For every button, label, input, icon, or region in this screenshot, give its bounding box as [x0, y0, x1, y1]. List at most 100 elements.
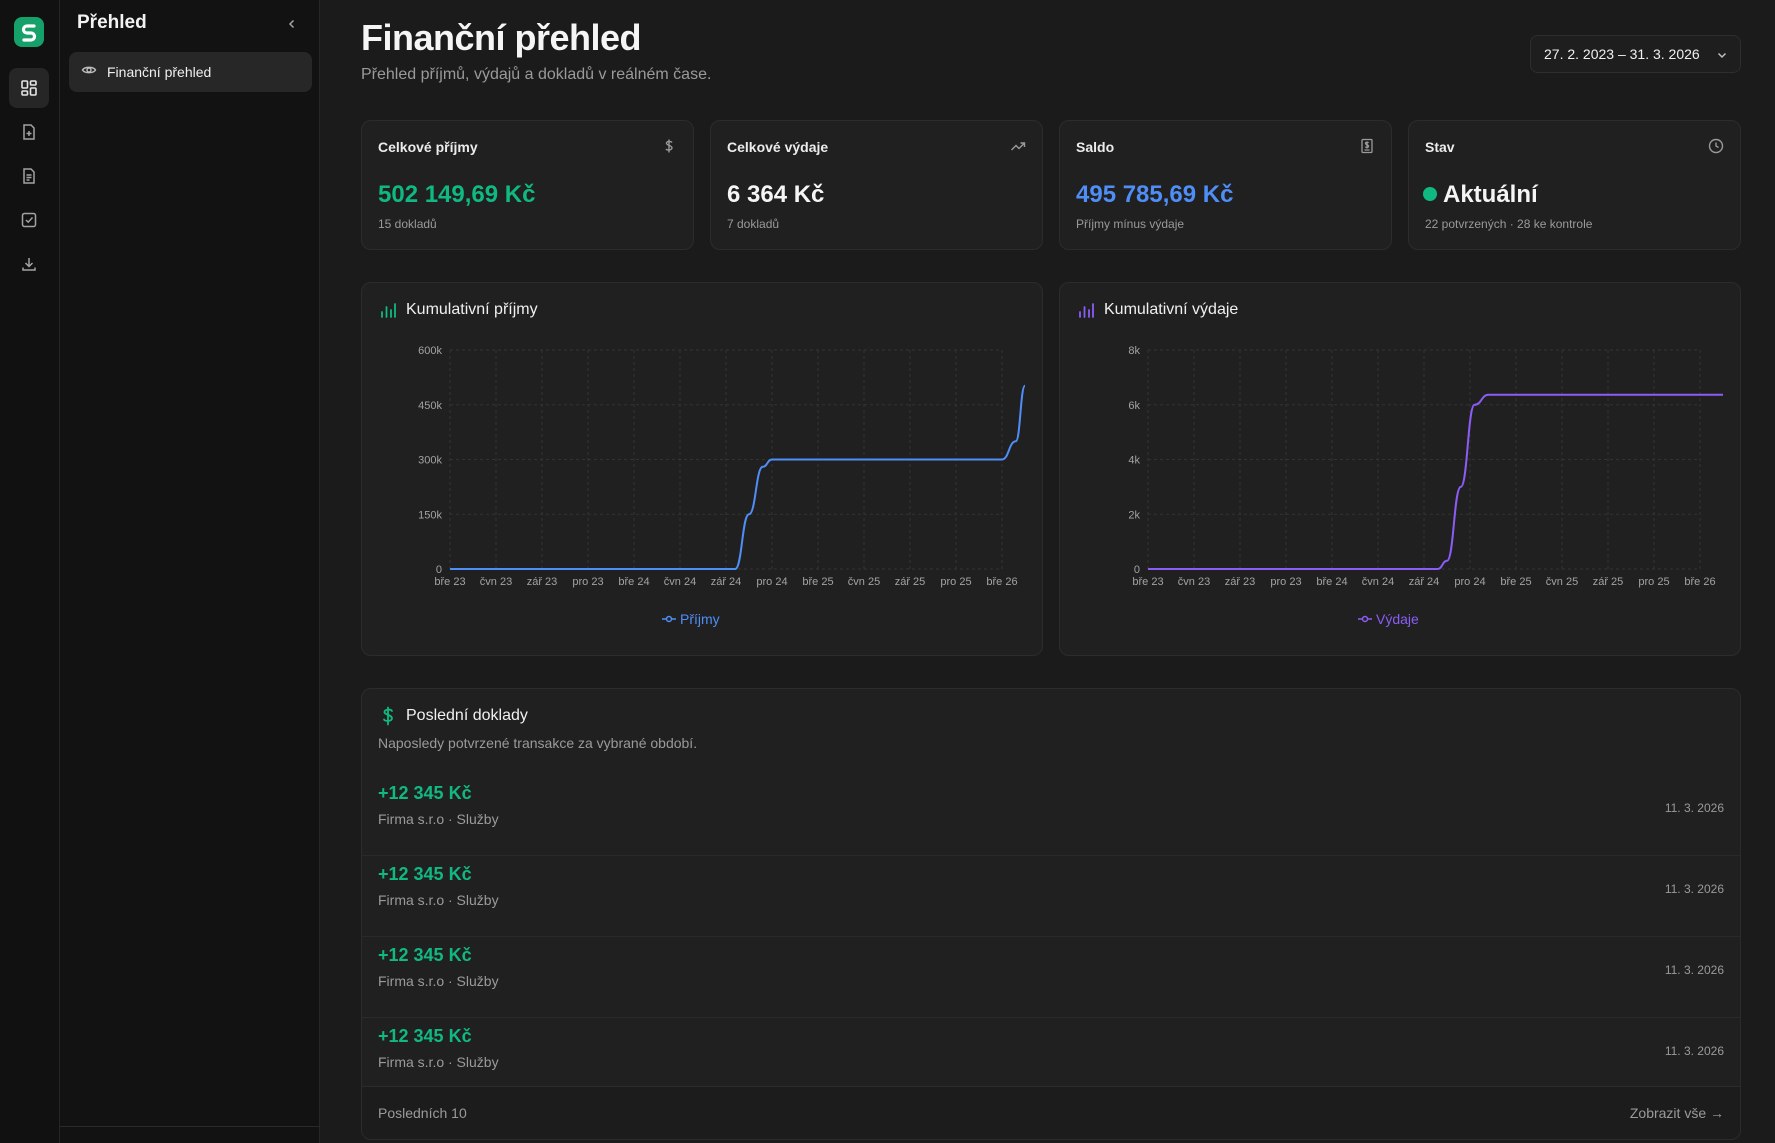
transaction-row[interactable]: +12 345 Kč Firma s.r.o · Služby 11. 3. 2…: [362, 856, 1740, 937]
kpi-value: 6 364 Kč: [727, 181, 825, 208]
kpi-card-vydaje: Celkové výdaje 6 364 Kč 7 dokladů: [710, 120, 1043, 250]
transaction-meta: Firma s.r.o · Služby: [378, 973, 499, 989]
x-tick-label: pro 24: [1454, 576, 1485, 588]
expense-chart: 0 2k 4k 6k 8k bře 23 čvn 23 zář 23 pro 23 bře 24 č…: [1128, 345, 1723, 588]
x-tick-label: čvn 25: [848, 576, 880, 588]
kpi-card-stav: Stav Aktuální 22 potvrzených · 28 ke kon…: [1408, 120, 1741, 250]
download-icon[interactable]: [9, 244, 49, 284]
sidebar-item-financni-prehled[interactable]: Finanční přehled: [69, 52, 312, 92]
x-tick-label: zář 25: [1593, 576, 1624, 588]
y-tick-label: 6k: [1128, 400, 1140, 412]
y-tick-label: 4k: [1128, 455, 1140, 467]
chart-card-vydaje: Kumulativní výdaje 0 2k 4k 6k 8k bře 23 čvn 23…: [1059, 282, 1741, 656]
eye-icon: [81, 62, 97, 83]
kpi-subtext: 7 dokladů: [727, 217, 780, 231]
kpi-label: Stav: [1425, 139, 1455, 155]
x-tick-label: bře 25: [1500, 576, 1531, 588]
chart-legend: Výdaje: [1358, 611, 1419, 627]
transactions-description: Naposledy potvrzené transakce za vybrané…: [378, 735, 698, 751]
app-logo[interactable]: [14, 17, 44, 47]
kpi-subtext: Příjmy mínus výdaje: [1076, 217, 1185, 231]
x-tick-label: bře 25: [802, 576, 833, 588]
x-tick-label: pro 23: [1270, 576, 1301, 588]
y-tick-label: 2k: [1128, 509, 1140, 521]
y-tick-label: 150k: [418, 509, 442, 521]
kpi-label: Saldo: [1076, 139, 1115, 155]
transaction-amount: +12 345 Kč: [378, 945, 472, 965]
kpi-value: 495 785,69 Kč: [1076, 181, 1234, 208]
dollar-icon: [661, 138, 677, 159]
x-tick-label: bře 24: [618, 576, 649, 588]
dashboard-icon[interactable]: [9, 68, 49, 108]
x-tick-label: bře 23: [1132, 576, 1163, 588]
y-tick-label: 8k: [1128, 345, 1140, 357]
page-subtitle: Přehled příjmů, výdajů a dokladů v reáln…: [361, 66, 712, 83]
x-tick-label: pro 23: [572, 576, 603, 588]
transaction-meta: Firma s.r.o · Služby: [378, 1054, 499, 1070]
transaction-amount: +12 345 Kč: [378, 1026, 472, 1046]
kpi-subtext: 15 dokladů: [378, 217, 437, 231]
transaction-meta: Firma s.r.o · Služby: [378, 892, 499, 908]
transactions-card: Poslední doklady Naposledy potvrzené tra…: [361, 688, 1741, 1140]
x-tick-label: zář 24: [1409, 576, 1440, 588]
series-line: [449, 384, 1026, 570]
receipt-icon: [1359, 138, 1375, 159]
sidebar-divider: [60, 1126, 320, 1127]
chevron-down-icon: [1716, 48, 1728, 64]
x-tick-label: pro 25: [1638, 576, 1669, 588]
x-tick-label: zář 23: [1225, 576, 1256, 588]
kpi-label: Celkové příjmy: [378, 139, 478, 155]
x-tick-label: zář 24: [711, 576, 742, 588]
clock-icon: [1708, 138, 1724, 159]
kpi-value: Aktuální: [1423, 181, 1538, 209]
kpi-card-prijmy: Celkové příjmy 502 149,69 Kč 15 dokladů: [361, 120, 694, 250]
x-tick-label: čvn 24: [664, 576, 696, 588]
kpi-value: 502 149,69 Kč: [378, 181, 536, 208]
transactions-title: Poslední doklady: [406, 707, 528, 724]
x-tick-label: čvn 25: [1546, 576, 1578, 588]
x-tick-label: bře 23: [434, 576, 465, 588]
transaction-date: 11. 3. 2026: [1664, 963, 1724, 977]
y-tick-label: 0: [436, 564, 442, 576]
transaction-date: 11. 3. 2026: [1664, 882, 1724, 896]
x-tick-label: čvn 23: [1178, 576, 1210, 588]
x-tick-label: bře 24: [1316, 576, 1347, 588]
checkbox-icon[interactable]: [9, 200, 49, 240]
trending-up-icon: [1010, 138, 1026, 159]
legend-label: Výdaje: [1376, 611, 1419, 627]
chart-legend: Příjmy: [662, 611, 720, 627]
icon-rail: [0, 0, 60, 1143]
y-tick-label: 450k: [418, 400, 442, 412]
y-tick-label: 600k: [418, 345, 442, 357]
page-title: Finanční přehled: [361, 17, 642, 58]
kpi-label: Celkové výdaje: [727, 139, 829, 155]
transaction-row[interactable]: +12 345 Kč Firma s.r.o · Služby 11. 3. 2…: [362, 775, 1740, 856]
transaction-meta: Firma s.r.o · Služby: [378, 811, 499, 827]
status-dot: [1423, 187, 1437, 201]
sidebar-item-label: Finanční přehled: [107, 64, 212, 80]
file-plus-icon[interactable]: [9, 112, 49, 152]
date-range-picker[interactable]: 27. 2. 2023 – 31. 3. 2026: [1530, 35, 1741, 73]
x-tick-label: bře 26: [1684, 576, 1715, 588]
document-icon[interactable]: [9, 156, 49, 196]
x-tick-label: pro 25: [940, 576, 971, 588]
kpi-subtext: 22 potvrzených · 28 ke kontrole: [1425, 217, 1593, 231]
legend-label: Příjmy: [680, 611, 720, 627]
chevron-left-icon[interactable]: [282, 14, 302, 34]
series-line: [1147, 393, 1723, 570]
x-tick-label: čvn 23: [480, 576, 512, 588]
view-all-link[interactable]: Zobrazit vše →: [1629, 1105, 1724, 1121]
y-tick-label: 0: [1134, 564, 1140, 576]
dollar-icon: [379, 706, 397, 731]
sidebar-title: Přehled: [77, 12, 147, 33]
transaction-date: 11. 3. 2026: [1664, 801, 1724, 815]
transaction-row[interactable]: +12 345 Kč Firma s.r.o · Služby 11. 3. 2…: [362, 937, 1740, 1018]
date-range-label: 27. 2. 2023 – 31. 3. 2026: [1544, 46, 1700, 62]
status-text: Aktuální: [1443, 181, 1538, 208]
kpi-card-saldo: Saldo 495 785,69 Kč Příjmy mínus výdaje: [1059, 120, 1392, 250]
bar-chart-icon: [379, 301, 397, 324]
bar-chart-icon: [1077, 301, 1095, 324]
y-tick-label: 300k: [418, 455, 442, 467]
x-tick-label: zář 25: [895, 576, 926, 588]
legend-line-icon: [1358, 615, 1372, 623]
